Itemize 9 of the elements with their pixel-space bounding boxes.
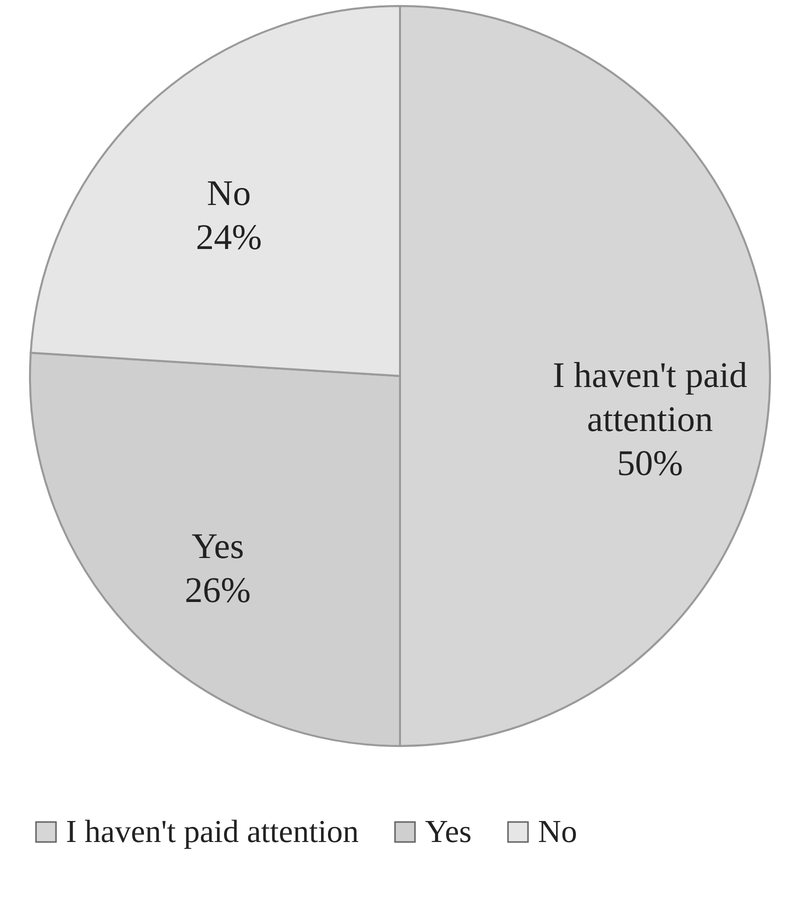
- legend-label: No: [538, 813, 578, 849]
- data-label: 26%: [184, 570, 251, 610]
- slice-label: Yes: [192, 526, 244, 566]
- legend-label: I haven't paid attention: [66, 813, 359, 849]
- legend-label: Yes: [425, 813, 472, 849]
- data-label: 24%: [196, 216, 262, 257]
- data-label: 50%: [617, 443, 683, 483]
- slice-label: I haven't paid attention: [552, 355, 748, 439]
- slice-label: No: [206, 172, 251, 213]
